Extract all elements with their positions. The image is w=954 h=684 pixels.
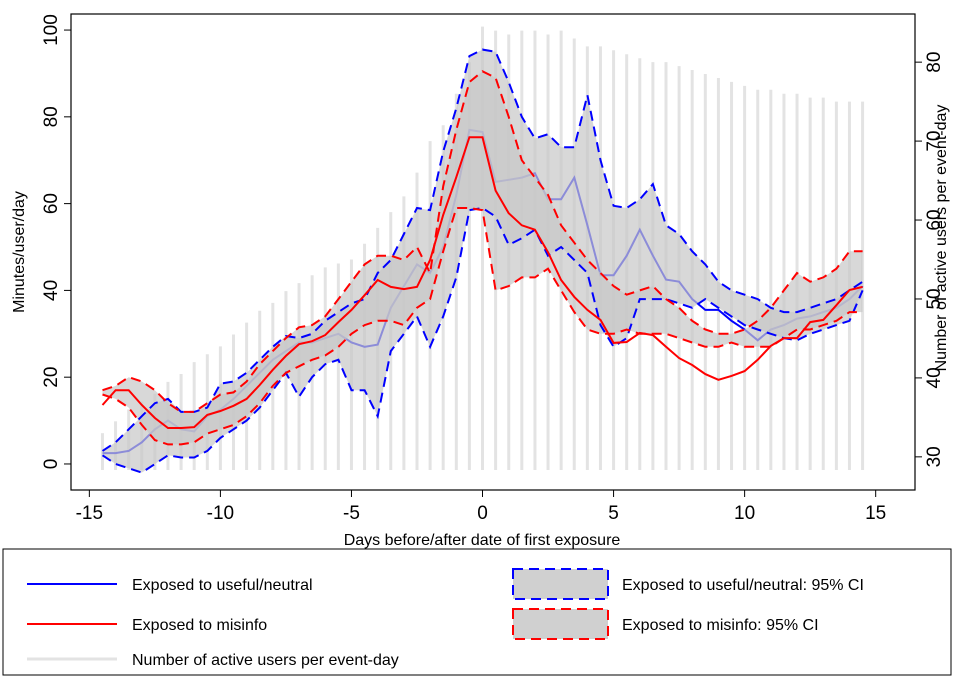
x-tick-label: 15 [865, 503, 886, 524]
ci-bound [102, 70, 863, 413]
x-tick-label: 5 [608, 503, 619, 524]
y-axis-label: Minutes/user/day [11, 191, 28, 313]
y2-tick-label: 60 [924, 209, 945, 230]
y2-tick-label: 70 [924, 131, 945, 152]
legend-label: Exposed to useful/neutral: 95% CI [622, 577, 864, 594]
legend-box [2, 548, 952, 676]
ci-bound [101, 206, 864, 474]
x-tick-label: -10 [207, 503, 234, 524]
x-axis-label: Days before/after date of first exposure [344, 532, 621, 549]
y2-tick-label: 80 [924, 52, 945, 73]
y2-tick-label: 30 [924, 446, 945, 467]
x-tick-label: -5 [343, 503, 360, 524]
y-tick-label: 20 [41, 367, 62, 388]
x-tick-label: 0 [477, 503, 488, 524]
y2-tick-label: 40 [924, 367, 945, 388]
legend-swatch [512, 568, 609, 600]
legend-label: Exposed to misinfo: 95% CI [622, 617, 819, 634]
legend-label: Exposed to misinfo [132, 617, 267, 634]
legend-swatch [512, 608, 609, 640]
y-tick-label: 60 [41, 193, 62, 214]
y-tick-label: 0 [41, 459, 62, 470]
legend-label: Number of active users per event-day [132, 652, 399, 669]
ci-bound [101, 48, 864, 452]
y2-axis-label: Number of active users per event-day [933, 105, 950, 372]
ci-bound [102, 207, 863, 446]
x-tick-label: -15 [76, 503, 103, 524]
y-tick-label: 40 [41, 280, 62, 301]
x-tick-label: 10 [734, 503, 755, 524]
y-tick-label: 80 [41, 106, 62, 127]
legend-label: Exposed to useful/neutral [132, 577, 313, 594]
plot-frame [70, 13, 916, 491]
y-tick-label: 100 [41, 14, 62, 46]
y2-tick-label: 50 [924, 288, 945, 309]
mean-line [101, 136, 863, 429]
